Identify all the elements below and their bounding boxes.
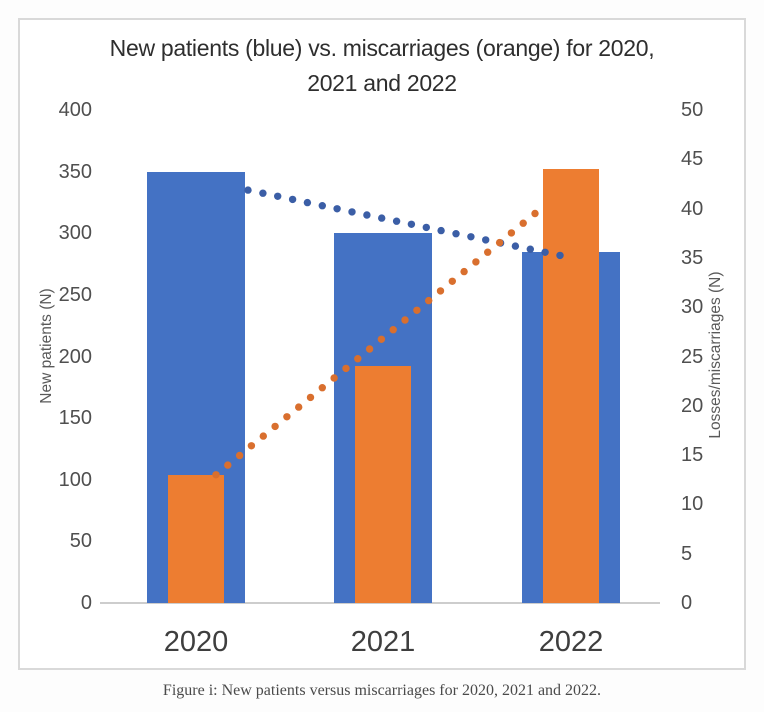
right-axis-tick-label: 35 bbox=[681, 246, 704, 269]
left-axis-tick-label: 400 bbox=[58, 99, 92, 121]
right-axis-tick-label: 10 bbox=[681, 493, 704, 516]
bar-miscarriages-2022 bbox=[543, 169, 599, 603]
left-axis-tick-label: 200 bbox=[58, 345, 92, 368]
figure-caption: Figure i: New patients versus miscarriag… bbox=[162, 682, 602, 699]
right-axis-tick-label: 45 bbox=[681, 148, 704, 171]
left-axis-tick-label: 250 bbox=[58, 283, 92, 306]
right-axis-tick-label: 25 bbox=[681, 345, 704, 368]
bar-miscarriages-2021 bbox=[355, 366, 411, 603]
left-axis-tick-label: 50 bbox=[69, 530, 92, 553]
right-axis-tick-label: 40 bbox=[681, 197, 704, 220]
chart-title: New patients (blue) vs. miscarriages (or… bbox=[62, 31, 702, 101]
x-axis-label-2020: 2020 bbox=[163, 626, 229, 658]
bar-miscarriages-2020 bbox=[168, 474, 224, 603]
right-axis-tick-label: 15 bbox=[681, 444, 704, 467]
x-axis-line bbox=[100, 602, 660, 604]
left-axis-tick-label: 150 bbox=[58, 407, 92, 430]
chart-title-line1: New patients (blue) vs. miscarriages (or… bbox=[109, 35, 655, 61]
chart-title-line2: 2021 and 2022 bbox=[307, 70, 457, 96]
x-axis-label-2021: 2021 bbox=[350, 626, 416, 658]
right-axis-tick-label: 30 bbox=[681, 296, 704, 319]
left-axis-tick-label: 100 bbox=[58, 468, 92, 491]
right-axis-tick-label: 20 bbox=[681, 394, 704, 417]
right-axis-tick-label: 5 bbox=[681, 542, 693, 565]
left-axis-tick-label: 300 bbox=[58, 222, 92, 245]
x-axis-label-2022: 2022 bbox=[538, 626, 604, 658]
left-axis-tick-label: 350 bbox=[58, 160, 92, 183]
right-axis-tick-label: 0 bbox=[681, 592, 693, 614]
right-axis-tick-label: 50 bbox=[681, 99, 704, 121]
left-axis-tick-label: 0 bbox=[80, 592, 92, 614]
